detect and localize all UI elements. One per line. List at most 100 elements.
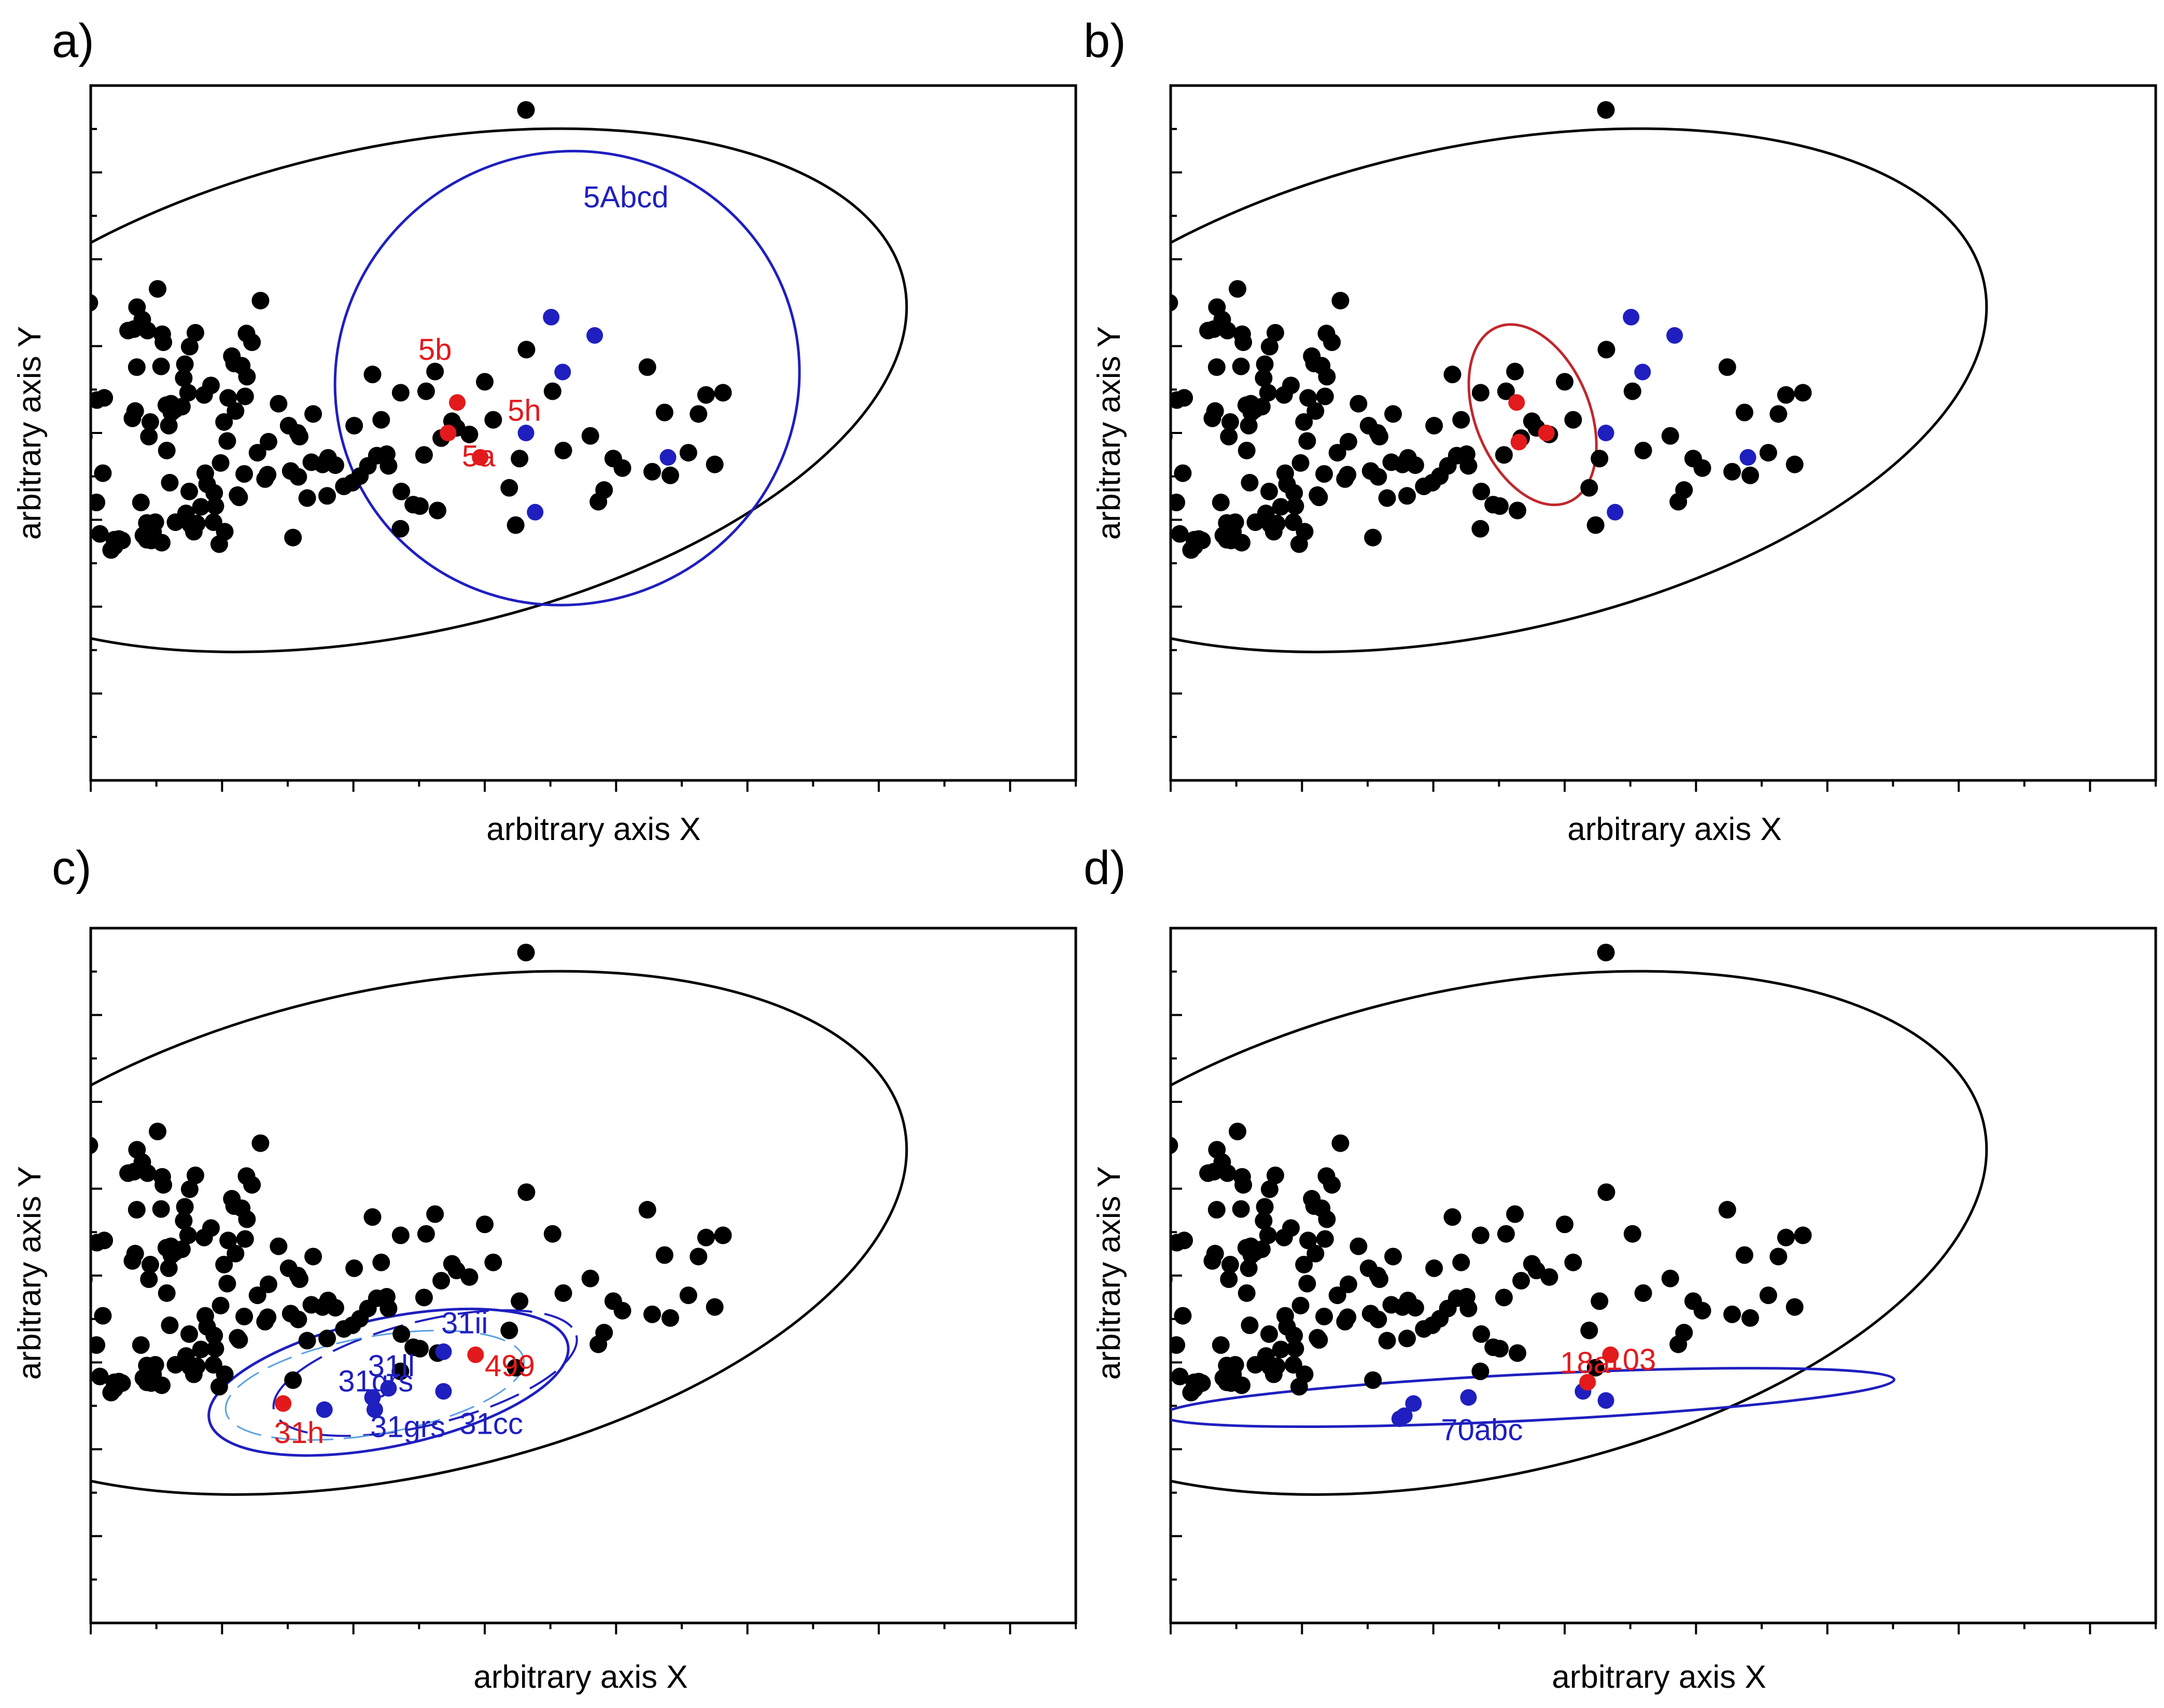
data-point [1272, 498, 1290, 516]
data-point [141, 1255, 159, 1273]
data-point [1253, 1240, 1271, 1258]
panel-letter: a) [52, 15, 94, 67]
data-point [175, 1212, 193, 1230]
data-point [1185, 1373, 1203, 1391]
red-point [1602, 1346, 1619, 1363]
data-point [1508, 1344, 1526, 1362]
data-point [476, 1215, 494, 1234]
data-point [326, 456, 344, 474]
data-point [1759, 1286, 1777, 1305]
data-point [105, 1373, 123, 1391]
red-point [467, 1346, 484, 1363]
data-point [1556, 1215, 1573, 1234]
data-point [133, 311, 151, 329]
data-point [1260, 1180, 1278, 1198]
data-point [52, 384, 69, 401]
x-axis-title: arbitrary axis X [1567, 811, 1781, 847]
data-point [290, 428, 308, 446]
data-point [173, 1240, 191, 1258]
data-point [1232, 1376, 1250, 1394]
data-point [714, 384, 732, 402]
data-point [1794, 384, 1812, 402]
blue-point [1666, 327, 1683, 344]
data-point [1350, 1237, 1368, 1255]
data-point [1506, 362, 1524, 381]
data-point [1285, 1326, 1303, 1345]
data-point [132, 494, 150, 511]
data-point [160, 1259, 178, 1277]
data-point [1323, 333, 1341, 352]
data-point [714, 1226, 732, 1244]
data-point [216, 523, 234, 541]
data-point [153, 1168, 171, 1186]
point-label: 31ii [441, 1307, 488, 1340]
data-point [1256, 355, 1274, 373]
data-point [1226, 513, 1244, 531]
data-point [1364, 1371, 1382, 1389]
data-point [1597, 341, 1615, 359]
data-point [1305, 1197, 1323, 1215]
data-point [105, 530, 123, 549]
data-point [1540, 1268, 1558, 1286]
blue-point [380, 1380, 397, 1397]
data-point [1232, 357, 1250, 375]
data-point [1220, 1270, 1238, 1289]
data-point [202, 376, 220, 395]
point-label: 103 [1606, 1343, 1656, 1377]
data-point [259, 466, 277, 484]
red-point [1579, 1374, 1596, 1391]
data-point [91, 494, 106, 511]
data-point [655, 403, 673, 422]
data-point [1675, 481, 1693, 499]
data-point [1268, 1357, 1286, 1375]
data-point [1255, 369, 1273, 387]
data-point [1171, 294, 1178, 312]
data-point [1206, 402, 1224, 420]
data-point [697, 386, 715, 404]
data-point [1370, 1270, 1388, 1289]
point-label: 70abc [1441, 1413, 1523, 1447]
data-point [1328, 1286, 1346, 1305]
data-point [153, 325, 171, 343]
data-point [392, 1325, 411, 1343]
data-point [215, 413, 233, 431]
data-point [391, 1362, 410, 1380]
data-point [140, 1270, 158, 1289]
data-point [1741, 1309, 1759, 1327]
data-point [1318, 368, 1336, 386]
data-point [643, 1305, 661, 1323]
data-point [1634, 1284, 1652, 1302]
data-point [1452, 1253, 1470, 1271]
data-point [1233, 1168, 1251, 1186]
data-point [152, 1200, 170, 1218]
data-point [1285, 484, 1303, 502]
data-point [507, 516, 525, 534]
data-point [304, 405, 322, 423]
point-label: 5Abcd [583, 180, 668, 214]
data-point [415, 446, 433, 464]
data-point [1295, 1255, 1313, 1273]
envelope-ellipse [91, 127, 908, 653]
data-point [1597, 1183, 1615, 1201]
data-point [1296, 523, 1314, 541]
data-point [1316, 387, 1334, 405]
data-point [1364, 528, 1382, 547]
data-point [91, 1273, 93, 1285]
data-point [52, 1226, 69, 1244]
data-point [1452, 411, 1470, 429]
data-point [690, 405, 708, 423]
data-point [1171, 494, 1186, 511]
data-point [484, 411, 502, 429]
data-point [690, 1248, 708, 1266]
data-point [517, 1183, 536, 1201]
data-point [1370, 428, 1388, 446]
data-point [243, 333, 261, 352]
data-point [91, 1367, 109, 1385]
data-point [380, 457, 398, 475]
data-point [1171, 525, 1189, 543]
data-point [1472, 482, 1491, 500]
data-point [1580, 1321, 1598, 1339]
data-point [1212, 494, 1230, 511]
data-point [149, 1123, 167, 1141]
